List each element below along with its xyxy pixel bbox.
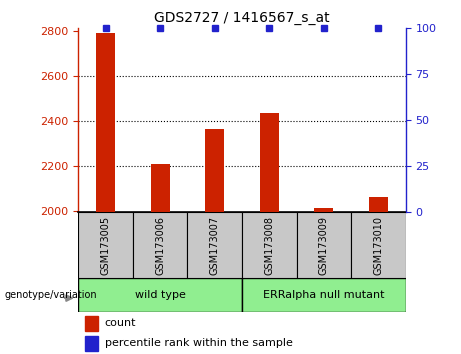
- Bar: [351, 212, 406, 278]
- Bar: [133, 212, 188, 278]
- Bar: [205, 129, 225, 212]
- Bar: [151, 164, 170, 212]
- Bar: [369, 196, 388, 212]
- Bar: [242, 278, 406, 312]
- Bar: [314, 208, 333, 212]
- Text: percentile rank within the sample: percentile rank within the sample: [105, 338, 292, 348]
- Bar: [260, 113, 279, 212]
- Bar: [96, 33, 115, 212]
- Text: wild type: wild type: [135, 290, 186, 300]
- Text: GSM173007: GSM173007: [210, 216, 220, 275]
- Text: GSM173008: GSM173008: [264, 216, 274, 275]
- Text: GSM173010: GSM173010: [373, 216, 384, 275]
- Title: GDS2727 / 1416567_s_at: GDS2727 / 1416567_s_at: [154, 11, 330, 24]
- Bar: [78, 278, 242, 312]
- Bar: [242, 212, 296, 278]
- Bar: [188, 212, 242, 278]
- Text: GSM173009: GSM173009: [319, 216, 329, 275]
- Text: GSM173005: GSM173005: [100, 216, 111, 275]
- Bar: [85, 336, 98, 350]
- Bar: [85, 316, 98, 331]
- Text: GSM173006: GSM173006: [155, 216, 165, 275]
- Text: ERRalpha null mutant: ERRalpha null mutant: [263, 290, 384, 300]
- Bar: [296, 212, 351, 278]
- Text: genotype/variation: genotype/variation: [5, 290, 97, 300]
- Bar: [78, 212, 133, 278]
- Text: count: count: [105, 318, 136, 328]
